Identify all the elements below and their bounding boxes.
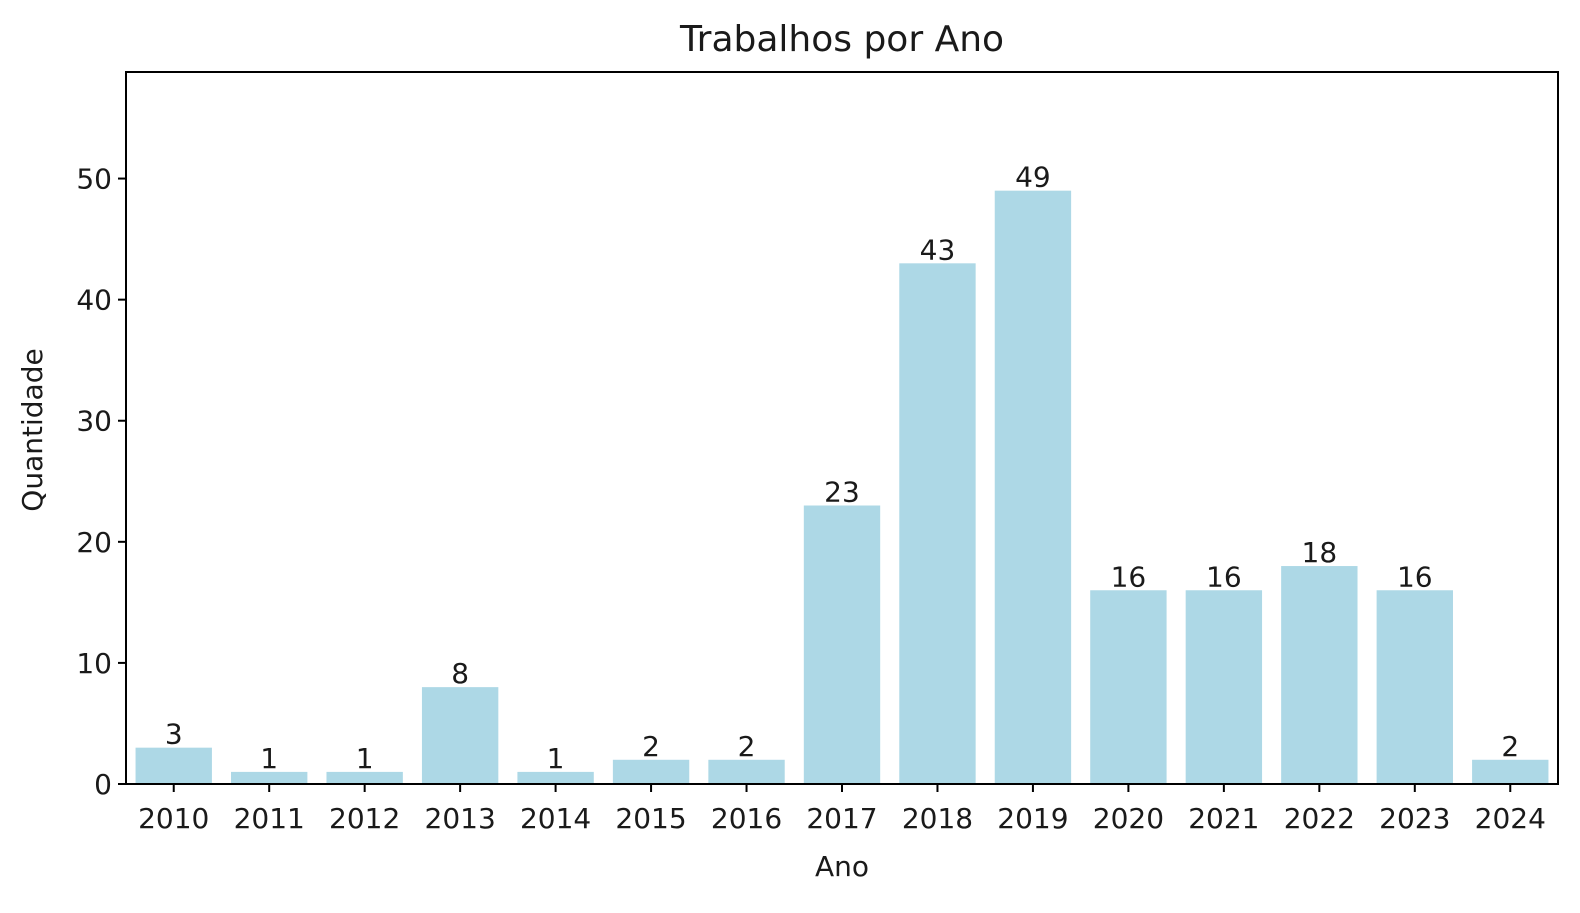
value-label-2017: 23 — [824, 475, 860, 508]
y-axis: 0 10 20 30 40 50 — [76, 163, 126, 801]
bar-2017 — [803, 505, 881, 784]
chart-title: Trabalhos por Ano — [679, 19, 1004, 60]
x-axis-title: Ano — [815, 850, 869, 883]
y-tick-label-0: 0 — [94, 768, 112, 801]
plot-frame — [125, 71, 1559, 785]
x-tick-label-2015: 2015 — [615, 802, 686, 835]
value-label-2010: 3 — [165, 718, 183, 751]
value-label-2023: 16 — [1397, 560, 1433, 593]
bar-2016 — [708, 759, 785, 784]
bar-2013 — [421, 687, 499, 784]
y-tick-label-10: 10 — [76, 647, 112, 680]
value-label-2020: 16 — [1111, 560, 1147, 593]
x-tick-label-2013: 2013 — [425, 802, 496, 835]
x-tick-label-2014: 2014 — [520, 802, 591, 835]
value-label-2015: 2 — [642, 730, 660, 763]
x-axis: 2010 2011 2012 2013 2014 2015 2016 2017 2018 2019… — [138, 784, 1546, 835]
y-axis-title: Quantidade — [16, 348, 49, 511]
x-tick-label-2023: 2023 — [1379, 802, 1450, 835]
x-tick-label-2010: 2010 — [138, 802, 209, 835]
x-tick-label-2017: 2017 — [806, 802, 877, 835]
bar-2020 — [1090, 590, 1167, 784]
y-tick-label-40: 40 — [76, 284, 112, 317]
value-label-2018: 43 — [920, 233, 956, 266]
value-label-2011: 1 — [260, 742, 278, 775]
bar-2021 — [1185, 590, 1263, 784]
value-label-2016: 2 — [738, 730, 756, 763]
x-tick-label-2024: 2024 — [1475, 802, 1546, 835]
bar-2014 — [517, 771, 594, 784]
value-label-2021: 16 — [1206, 560, 1242, 593]
y-tick-label-20: 20 — [76, 526, 112, 559]
bars-group — [135, 190, 1549, 785]
value-label-2024: 2 — [1501, 730, 1519, 763]
x-tick-label-2011: 2011 — [234, 802, 305, 835]
bar-2018 — [899, 263, 976, 785]
x-tick-label-2018: 2018 — [902, 802, 973, 835]
bar-2023 — [1376, 590, 1453, 784]
value-label-2019: 49 — [1015, 161, 1051, 194]
bar-2022 — [1281, 566, 1358, 784]
y-tick-label-50: 50 — [76, 163, 112, 196]
x-tick-label-2012: 2012 — [329, 802, 400, 835]
bar-2024 — [1472, 759, 1549, 784]
x-tick-label-2019: 2019 — [997, 802, 1068, 835]
x-tick-label-2016: 2016 — [711, 802, 782, 835]
bar-2012 — [326, 771, 403, 784]
value-label-2022: 18 — [1302, 536, 1338, 569]
value-label-2013: 8 — [451, 657, 469, 690]
value-label-2012: 1 — [356, 742, 374, 775]
bar-2011 — [231, 771, 308, 784]
bar-2019 — [994, 190, 1072, 784]
bar-2015 — [612, 759, 690, 784]
x-tick-label-2022: 2022 — [1284, 802, 1355, 835]
bar-2010 — [135, 747, 212, 784]
x-tick-label-2021: 2021 — [1188, 802, 1259, 835]
value-label-2014: 1 — [547, 742, 565, 775]
x-tick-label-2020: 2020 — [1093, 802, 1164, 835]
y-tick-label-30: 30 — [76, 405, 112, 438]
